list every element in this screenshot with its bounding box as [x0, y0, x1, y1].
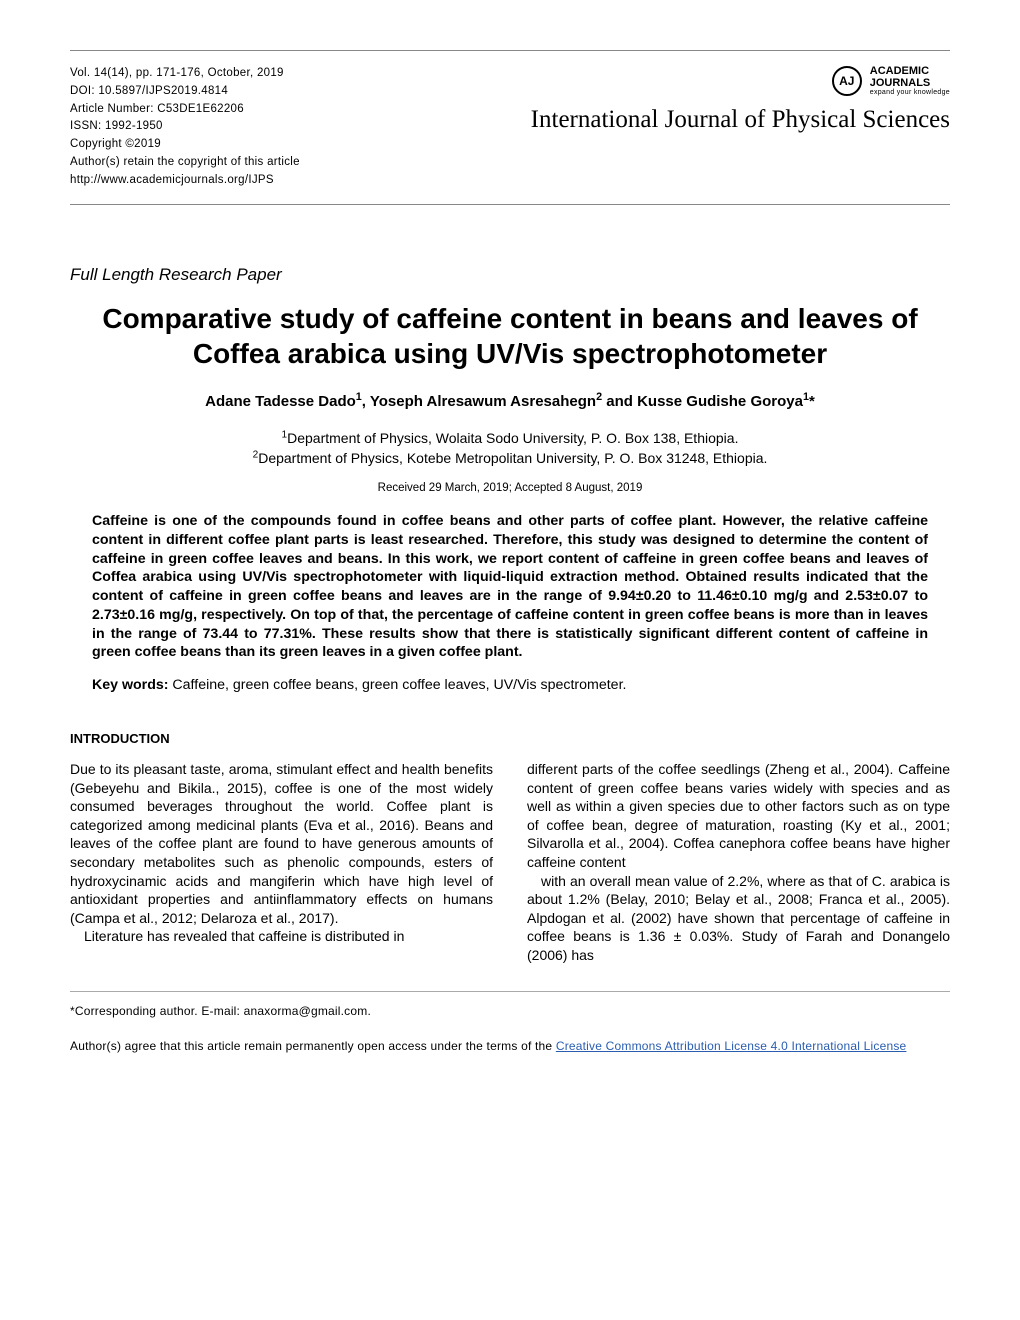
copyright-line: Copyright ©2019 [70, 136, 300, 154]
intro-paragraph-2: Literature has revealed that caffeine is… [70, 927, 493, 946]
intro-paragraph-4: with an overall mean value of 2.2%, wher… [527, 872, 950, 965]
keywords-text: Caffeine, green coffee beans, green coff… [168, 677, 626, 693]
header-block: Vol. 14(14), pp. 171-176, October, 2019 … [70, 50, 950, 205]
logo-line3: expand your knowledge [870, 89, 950, 97]
license-pre-text: Author(s) agree that this article remain… [70, 1039, 556, 1053]
page-container: Vol. 14(14), pp. 171-176, October, 2019 … [0, 0, 1020, 1096]
intro-paragraph-3: different parts of the coffee seedlings … [527, 760, 950, 872]
column-left: Due to its pleasant taste, aroma, stimul… [70, 760, 493, 965]
retain-line: Author(s) retain the copyright of this a… [70, 154, 300, 172]
corresponding-author: *Corresponding author. E-mail: anaxorma@… [70, 1002, 950, 1021]
keywords-label: Key words: [92, 677, 168, 693]
column-right: different parts of the coffee seedlings … [527, 760, 950, 965]
doi-line: DOI: 10.5897/IJPS2019.4814 [70, 83, 300, 101]
header-metadata: Vol. 14(14), pp. 171-176, October, 2019 … [70, 65, 300, 190]
volume-line: Vol. 14(14), pp. 171-176, October, 2019 [70, 65, 300, 83]
section-heading-introduction: INTRODUCTION [70, 731, 950, 746]
footer-separator [70, 991, 950, 992]
keywords: Key words: Caffeine, green coffee beans,… [92, 676, 928, 695]
article-number-line: Article Number: C53DE1E62206 [70, 101, 300, 119]
header-right: AJ ACADEMIC JOURNALS expand your knowled… [531, 65, 950, 135]
logo-text: ACADEMIC JOURNALS expand your knowledge [870, 65, 950, 97]
two-column-body: Due to its pleasant taste, aroma, stimul… [70, 760, 950, 965]
intro-paragraph-1: Due to its pleasant taste, aroma, stimul… [70, 760, 493, 927]
abstract: Caffeine is one of the compounds found i… [92, 512, 928, 662]
publisher-logo: AJ ACADEMIC JOURNALS expand your knowled… [832, 65, 950, 97]
journal-name: International Journal of Physical Scienc… [531, 105, 950, 135]
logo-line1: ACADEMIC [870, 65, 950, 77]
issn-line: ISSN: 1992-1950 [70, 118, 300, 136]
license-statement: Author(s) agree that this article remain… [70, 1037, 950, 1056]
received-accepted-dates: Received 29 March, 2019; Accepted 8 Augu… [70, 482, 950, 494]
journal-url-line: http://www.academicjournals.org/IJPS [70, 172, 300, 190]
article-title: Comparative study of caffeine content in… [70, 301, 950, 371]
license-link[interactable]: Creative Commons Attribution License 4.0… [556, 1039, 907, 1053]
affiliations: 1Department of Physics, Wolaita Sodo Uni… [70, 428, 950, 469]
paper-type: Full Length Research Paper [70, 265, 950, 285]
logo-circle-icon: AJ [832, 66, 862, 96]
authors: Adane Tadesse Dado1, Yoseph Alresawum As… [70, 393, 950, 410]
logo-line2: JOURNALS [870, 77, 950, 89]
